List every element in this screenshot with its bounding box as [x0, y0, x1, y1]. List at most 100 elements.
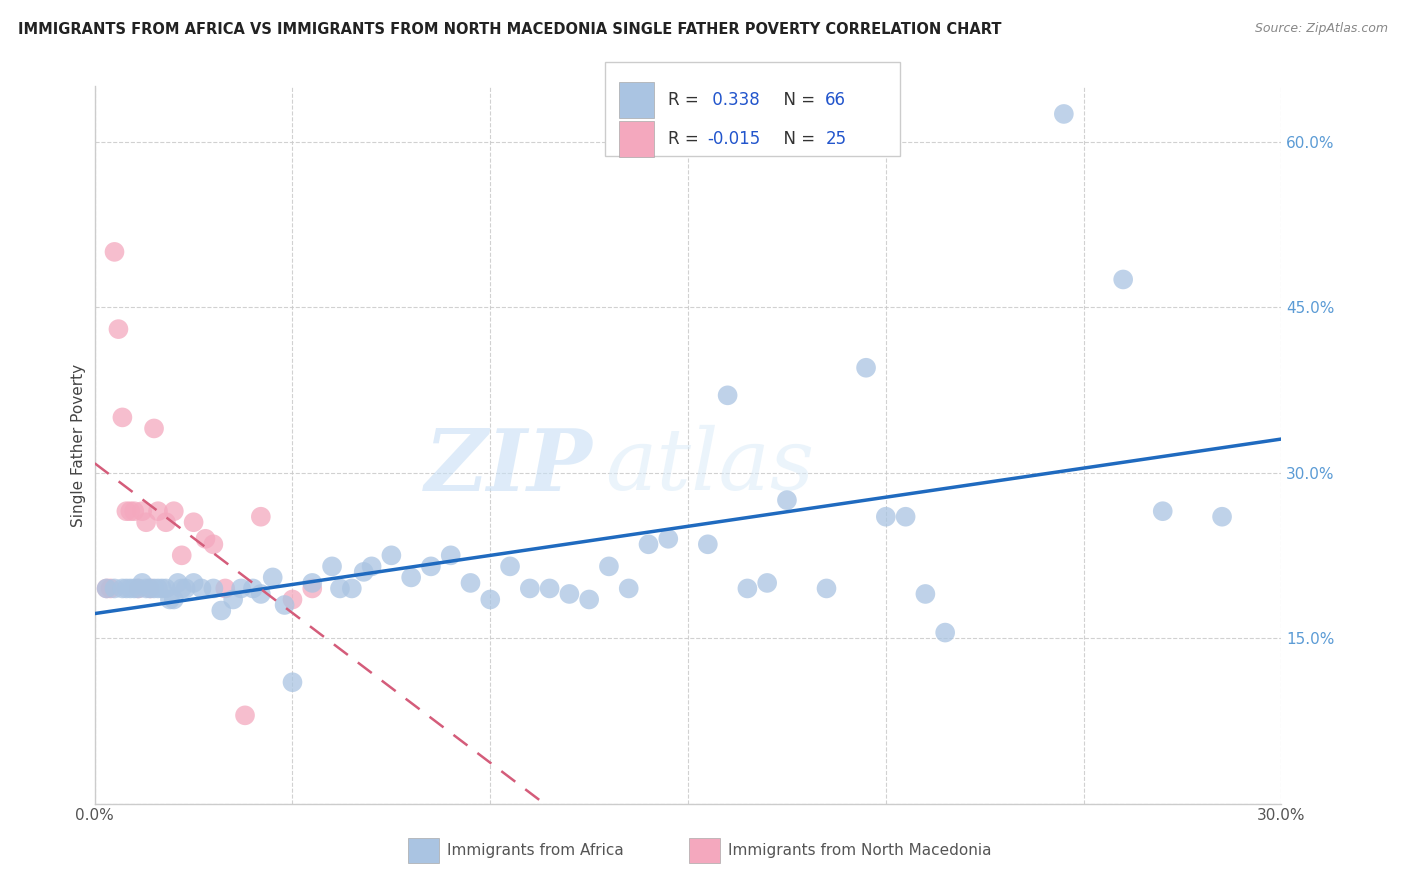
Point [815, 582, 838, 596]
Point [143, 582, 166, 596]
Point [875, 509, 897, 524]
Point [155, 515, 177, 529]
Point [281, 675, 304, 690]
Point [301, 576, 323, 591]
Text: R =: R = [668, 91, 704, 109]
Point [155, 582, 177, 596]
Point [194, 532, 217, 546]
Point [1112, 272, 1135, 286]
Point [1053, 107, 1076, 121]
Point [914, 587, 936, 601]
Point [301, 582, 323, 596]
Point [135, 582, 157, 596]
Point [420, 559, 443, 574]
Point [222, 592, 245, 607]
Point [139, 582, 162, 596]
Point [163, 592, 186, 607]
Text: Source: ZipAtlas.com: Source: ZipAtlas.com [1254, 22, 1388, 36]
Point [183, 515, 205, 529]
Point [281, 592, 304, 607]
Point [1211, 509, 1233, 524]
Point [163, 504, 186, 518]
Point [190, 582, 212, 596]
Point [159, 592, 181, 607]
Point [329, 582, 352, 596]
Text: R =: R = [668, 130, 704, 148]
Point [617, 582, 640, 596]
Point [111, 410, 134, 425]
Point [538, 582, 561, 596]
Text: 66: 66 [825, 91, 846, 109]
Point [1152, 504, 1174, 518]
Point [578, 592, 600, 607]
Point [229, 582, 252, 596]
Point [460, 576, 482, 591]
Point [233, 708, 256, 723]
Point [120, 582, 142, 596]
Point [135, 515, 157, 529]
Point [103, 582, 125, 596]
Text: 25: 25 [825, 130, 846, 148]
Point [242, 582, 264, 596]
Point [250, 509, 273, 524]
Point [103, 244, 125, 259]
Point [499, 559, 522, 574]
Text: atlas: atlas [605, 425, 814, 508]
Point [100, 582, 122, 596]
Point [756, 576, 779, 591]
Point [558, 587, 581, 601]
Point [209, 603, 232, 617]
Point [894, 509, 917, 524]
Point [479, 592, 502, 607]
Point [657, 532, 679, 546]
Text: N =: N = [773, 130, 821, 148]
Point [146, 504, 169, 518]
Point [120, 504, 142, 518]
Text: -0.015: -0.015 [707, 130, 761, 148]
Point [202, 582, 225, 596]
Text: IMMIGRANTS FROM AFRICA VS IMMIGRANTS FROM NORTH MACEDONIA SINGLE FATHER POVERTY : IMMIGRANTS FROM AFRICA VS IMMIGRANTS FRO… [18, 22, 1002, 37]
Point [139, 582, 162, 596]
Point [96, 582, 118, 596]
Point [855, 360, 877, 375]
Point [637, 537, 659, 551]
Point [519, 582, 541, 596]
Point [122, 504, 145, 518]
Point [131, 504, 153, 518]
Point [340, 582, 363, 596]
Point [174, 582, 197, 596]
Point [717, 388, 740, 402]
Point [353, 565, 375, 579]
Point [399, 570, 422, 584]
Point [143, 421, 166, 435]
Point [150, 582, 173, 596]
Text: Immigrants from North Macedonia: Immigrants from North Macedonia [728, 844, 991, 858]
Point [146, 582, 169, 596]
Point [250, 587, 273, 601]
Point [776, 493, 799, 508]
Point [214, 582, 236, 596]
Point [127, 582, 149, 596]
Point [107, 322, 129, 336]
Point [934, 625, 956, 640]
Point [440, 549, 463, 563]
Text: 0.338: 0.338 [707, 91, 761, 109]
Text: N =: N = [773, 91, 821, 109]
Point [273, 598, 295, 612]
Point [262, 570, 284, 584]
Point [737, 582, 759, 596]
Point [598, 559, 620, 574]
Y-axis label: Single Father Poverty: Single Father Poverty [72, 363, 86, 526]
Text: ZIP: ZIP [425, 425, 593, 508]
Point [131, 576, 153, 591]
Point [170, 549, 193, 563]
Point [166, 576, 188, 591]
Point [127, 582, 149, 596]
Point [380, 549, 402, 563]
Point [96, 582, 118, 596]
Point [321, 559, 343, 574]
Point [696, 537, 718, 551]
Point [115, 582, 138, 596]
Point [170, 582, 193, 596]
Text: Immigrants from Africa: Immigrants from Africa [447, 844, 624, 858]
